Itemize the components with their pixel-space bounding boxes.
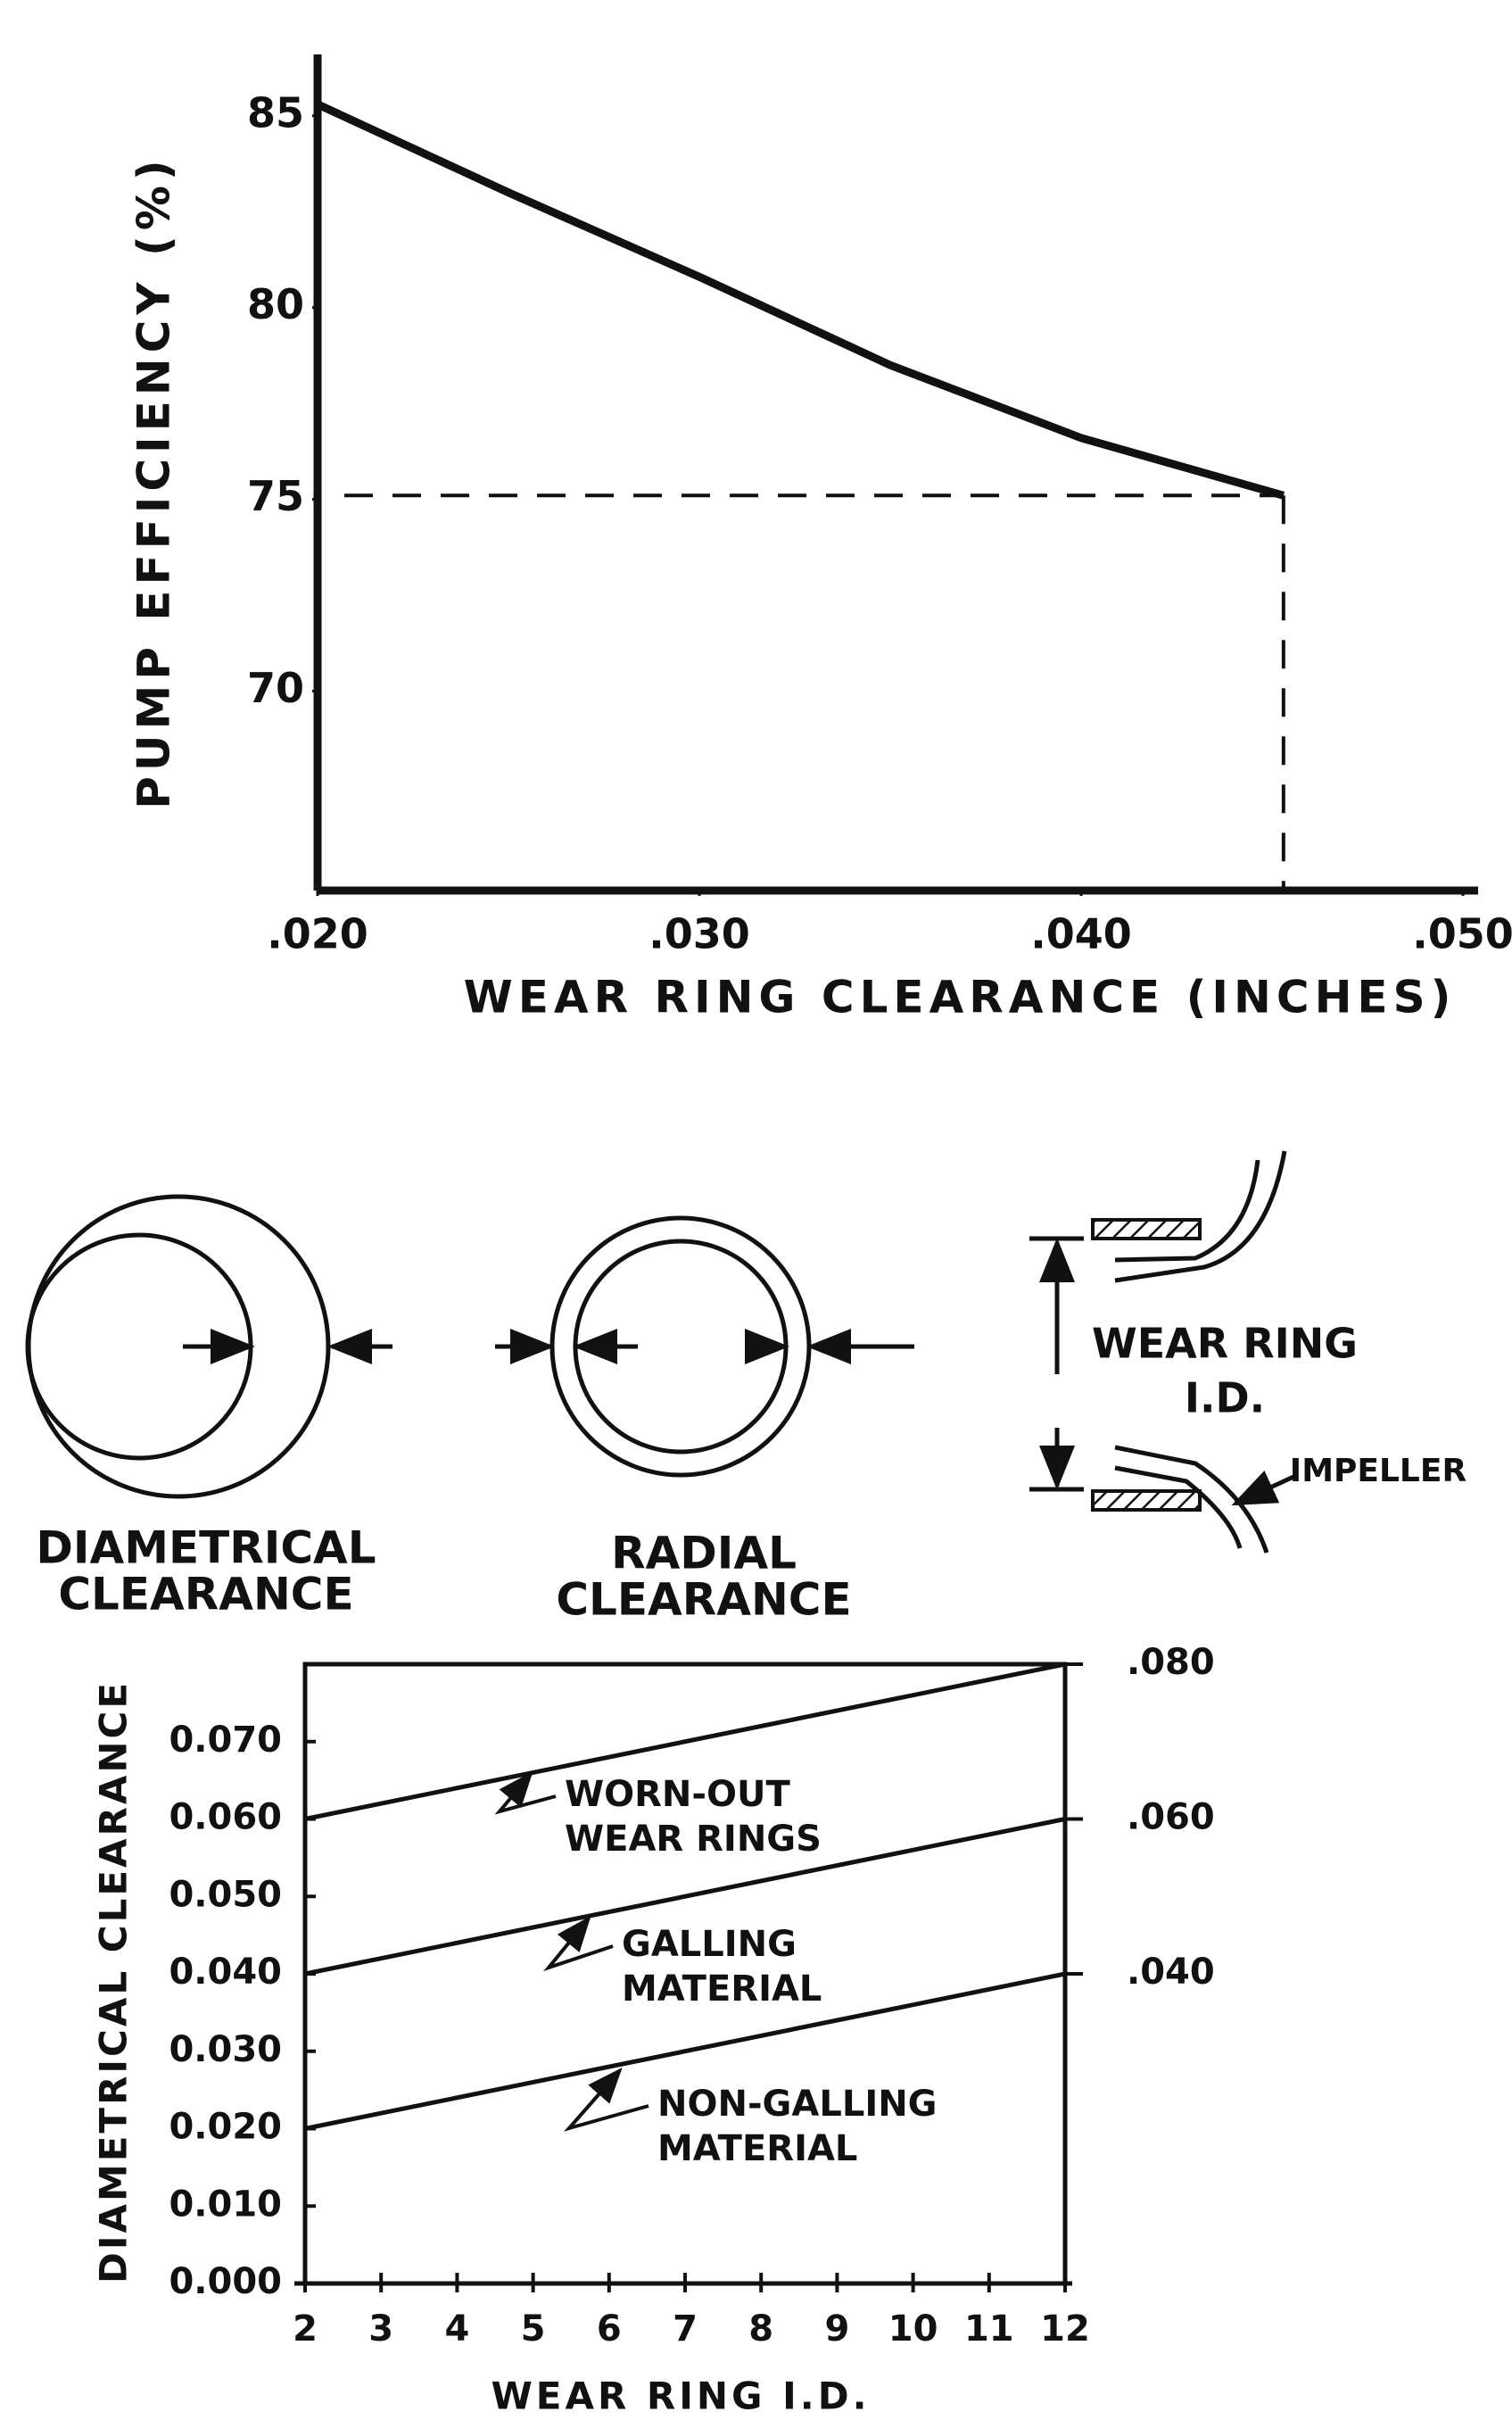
- series-annotation: NON-GALLING: [657, 2084, 938, 2125]
- x-tick-label: 12: [1040, 2308, 1090, 2350]
- y-tick-label: 80: [247, 280, 304, 328]
- diagram-label: RADIAL: [611, 1528, 797, 1579]
- y2-tick-label: .040: [1127, 1952, 1215, 1993]
- x-tick-label: 10: [888, 2308, 938, 2350]
- diagram-label: CLEARANCE: [58, 1569, 353, 1620]
- clearance-line: [304, 1971, 1066, 2131]
- x-tick-label: .040: [1030, 910, 1132, 958]
- x-tick-label: 5: [521, 2308, 546, 2350]
- annotation-arrow: [494, 1770, 557, 1815]
- y-tick-label: 0.040: [169, 1952, 282, 1993]
- x-tick-label: 8: [748, 2308, 773, 2350]
- impeller: [1114, 1465, 1243, 1549]
- x-tick-label: 11: [964, 2308, 1014, 2350]
- y-tick-label: 0.030: [169, 2029, 282, 2070]
- y-axis-label: DIAMETRICAL CLEARANCE: [92, 1680, 136, 2283]
- x-tick-label: .050: [1412, 910, 1512, 958]
- x-axis-label: WEAR RING CLEARANCE (INCHES): [464, 972, 1457, 1024]
- series-annotation: GALLING: [622, 1924, 797, 1965]
- y-tick-label: 0.020: [169, 2107, 282, 2148]
- x-tick-label: 4: [444, 2308, 469, 2350]
- x-tick-label: 3: [368, 2308, 393, 2350]
- y2-tick-label: .080: [1127, 1642, 1215, 1683]
- diagram-label: I.D.: [1185, 1374, 1265, 1422]
- y-tick-label: 0.050: [169, 1874, 282, 1915]
- annotation-arrow: [543, 1915, 614, 1972]
- x-tick-label: 2: [293, 2308, 318, 2350]
- y-tick-label: 85: [247, 88, 304, 137]
- clearance-diagram: DIAMETRICAL CLEARANCE RADIAL CLEARANCE W…: [25, 1150, 1467, 1626]
- diagram-label: CLEARANCE: [556, 1574, 851, 1626]
- efficiency-line: [316, 100, 1285, 500]
- wear-ring: [1091, 1218, 1202, 1240]
- x-axis-label: WEAR RING I.D.: [491, 2374, 870, 2418]
- y-tick-label: 0.070: [169, 1720, 282, 1761]
- clearance-line: [304, 1662, 1066, 1821]
- x-tick-label: 6: [597, 2308, 622, 2350]
- impeller: [1114, 1159, 1260, 1263]
- impeller: [1114, 1150, 1287, 1283]
- annotation-arrow: [564, 2067, 649, 2132]
- y-tick-label: 0.060: [169, 1797, 282, 1838]
- series-annotation: MATERIAL: [657, 2128, 857, 2169]
- y-tick-label: 75: [247, 472, 304, 520]
- x-tick-label: .020: [267, 910, 368, 958]
- series-annotation: MATERIAL: [622, 1968, 822, 2010]
- y-tick-label: 0.000: [169, 2261, 282, 2302]
- diagram-label: IMPELLER: [1290, 1453, 1467, 1489]
- diagram-label: WEAR RING: [1092, 1320, 1358, 1368]
- y2-tick-label: .060: [1127, 1797, 1215, 1838]
- clearance-line: [304, 1817, 1066, 1977]
- series-annotation: WORN-OUT: [565, 1774, 790, 1815]
- x-tick-label: 9: [824, 2308, 849, 2350]
- wear-ring: [1091, 1489, 1202, 1512]
- series-annotation: WEAR RINGS: [565, 1819, 822, 1860]
- x-tick-label: 7: [673, 2308, 698, 2350]
- y-tick-label: 70: [247, 664, 304, 712]
- y-tick-label: 0.010: [169, 2184, 282, 2225]
- x-tick-label: .030: [649, 910, 750, 958]
- y-axis-label: PUMP EFFICIENCY (%): [128, 154, 180, 809]
- arrow: [1231, 1470, 1295, 1506]
- diagram-label: DIAMETRICAL: [36, 1522, 376, 1574]
